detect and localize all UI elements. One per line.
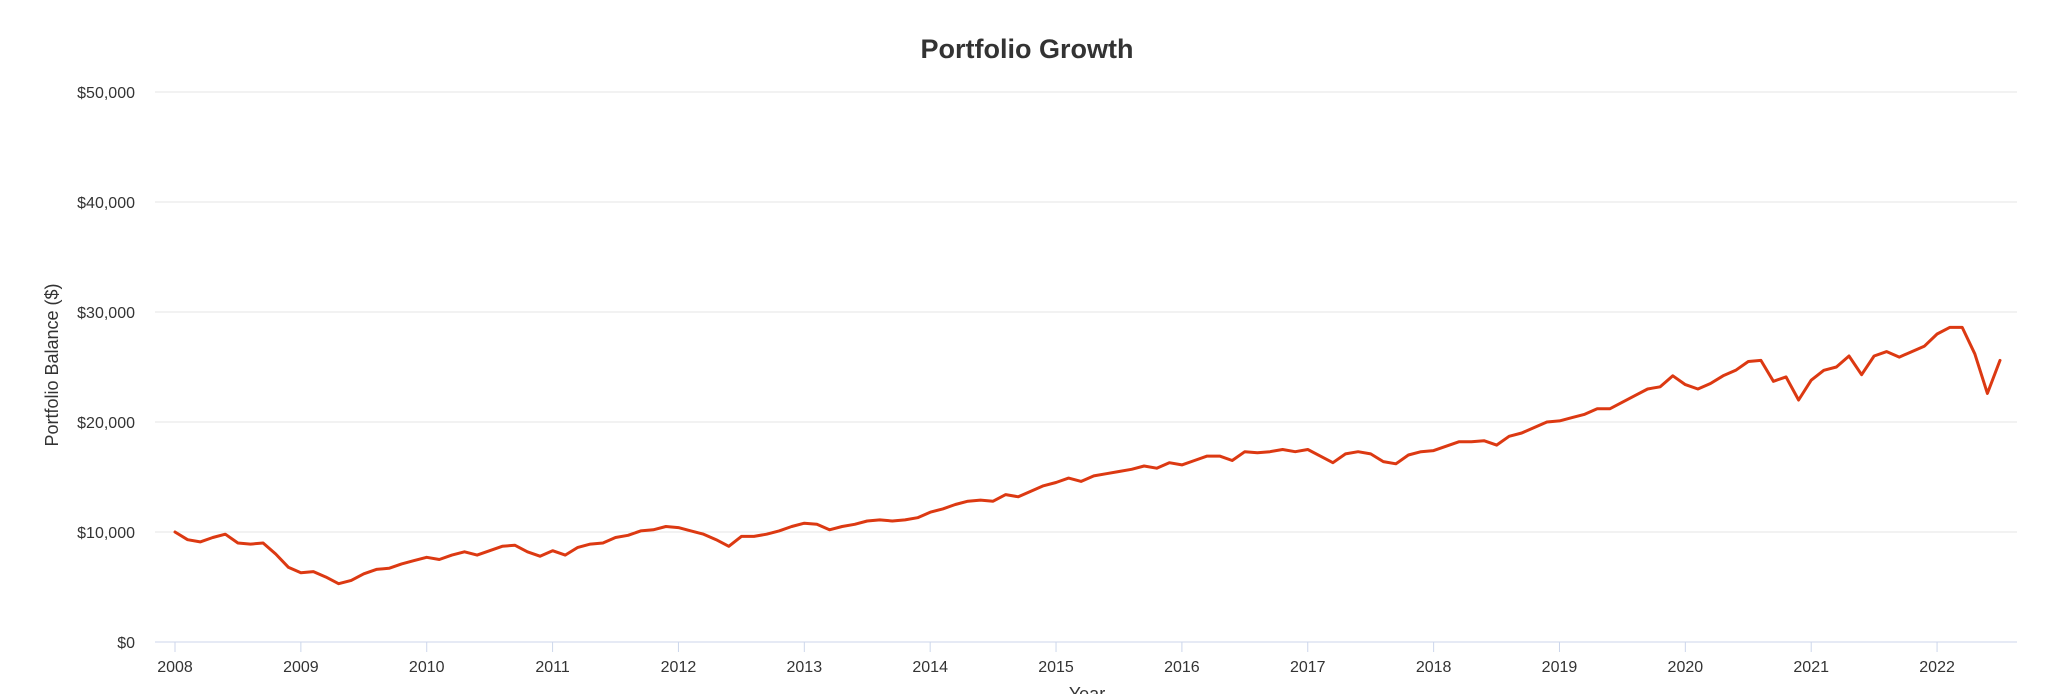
x-tick-label: 2021 [1793,659,1829,676]
x-tick-label: 2022 [1919,659,1955,676]
y-tick-label: $40,000 [77,195,135,212]
y-tick-label: $50,000 [77,85,135,102]
y-axis-ticks: $0 $10,000 $20,000 $30,000 $40,000 $50,000 [77,85,135,652]
x-tick-label: 2014 [912,659,948,676]
y-tick-label: $30,000 [77,305,135,322]
x-tick-label: 2012 [661,659,697,676]
y-tick-label: $20,000 [77,415,135,432]
gridlines [155,91,2017,533]
x-tick-label: 2017 [1290,659,1326,676]
x-tick-label: 2009 [283,659,319,676]
x-tick-label: 2011 [535,659,570,676]
chart-title: Portfolio Growth [921,34,1134,64]
y-tick-label: $10,000 [77,525,135,542]
x-axis-ticks: 2008 2009 2010 2011 2012 2013 2014 2015 2016 2017… [157,642,1955,676]
x-tick-label: 2013 [787,659,823,676]
x-tick-label: 2018 [1416,659,1452,676]
series-line-1 [173,325,2002,586]
series-lines [173,325,2002,586]
y-axis-label: Portfolio Balance ($) [42,283,62,446]
x-tick-label: 2008 [157,659,193,676]
x-tick-label: 2010 [409,659,445,676]
x-tick-label: 2019 [1542,659,1578,676]
x-tick-label: 2016 [1164,659,1200,676]
y-tick-label: $0 [117,635,135,652]
x-axis-label: Year [1069,684,1105,694]
x-tick-label: 2020 [1668,659,1704,676]
x-tick-label: 2015 [1038,659,1074,676]
